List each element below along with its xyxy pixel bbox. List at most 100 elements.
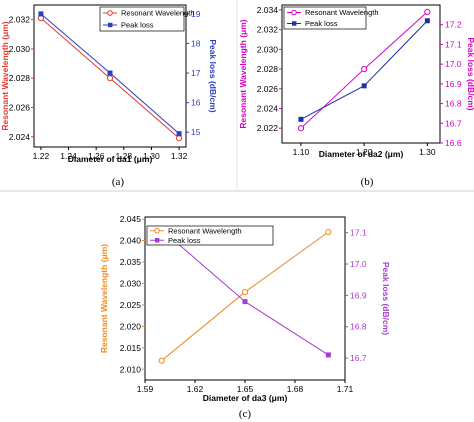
y-left-tick-label: 2.028: [9, 73, 31, 83]
x-tick-label: 1.59: [137, 384, 154, 394]
x-tick-label: 1.10: [293, 147, 310, 157]
data-point-circle: [297, 125, 305, 132]
legend-marker-square: [108, 22, 113, 28]
y-right-tick-label: 17.1: [445, 39, 462, 49]
x-tick-label: 1.28: [116, 151, 133, 161]
y-left-tick-label: 2.032: [9, 15, 31, 25]
y-right-tick-label: 16.9: [445, 79, 462, 89]
y-left-tick-label: 2.034: [257, 5, 279, 15]
y-right-tick-label: 16: [191, 98, 201, 108]
y-right-axis-label: Peak loss (dB/cm): [208, 39, 218, 112]
x-tick-label: 1.71: [337, 384, 354, 394]
data-point-square: [298, 116, 304, 122]
legend-marker-square: [155, 238, 160, 243]
legend-box: [283, 6, 367, 30]
x-tick-label: 1.30: [143, 151, 160, 161]
chart-panel-1: 1.10 1.20 1.30 2.022 2.024 2.026 2.028 2.030 2.0…: [238, 4, 474, 188]
data-point-circle: [175, 135, 183, 142]
data-point-square: [107, 70, 113, 76]
data-point-square: [325, 352, 331, 358]
data-point-square: [424, 18, 430, 24]
y-right-tick-label: 18: [191, 38, 201, 48]
y-left-tick-label: 2.010: [120, 364, 142, 374]
y-left-tick-label: 2.035: [120, 257, 142, 267]
y-left-tick-label: 2.032: [257, 25, 279, 35]
x-tick-label: 1.26: [88, 151, 105, 161]
y-left-axis-label: Resonant Wavelength (μm): [99, 244, 109, 353]
legend-label: Resonant Wavelength: [168, 226, 242, 235]
chart-panel-2: 1.59 1.62 1.65 1.68 1.71 2.010 2.015 2.020 2.025…: [99, 214, 391, 420]
data-point-circle: [158, 357, 165, 364]
x-axis-label: Diameter of da2 (μm): [319, 149, 404, 159]
y-left-tick-label: 2.028: [257, 64, 279, 74]
y-right-tick-label: 17: [191, 68, 201, 78]
legend-marker-circle: [154, 227, 160, 234]
x-axis-label: Diameter of da3 (μm): [203, 393, 288, 403]
panel-caption: (b): [361, 176, 374, 188]
legend-marker-circle: [107, 10, 113, 16]
y-right-tick-label: 19: [191, 9, 201, 19]
data-point-circle: [325, 228, 332, 236]
y-left-tick-label: 2.045: [120, 214, 142, 224]
y-left-tick-label: 2.026: [9, 102, 31, 112]
data-point-square: [38, 11, 44, 17]
x-tick-label: 1.65: [237, 384, 254, 394]
y-right-tick-label: 17.1: [350, 228, 367, 238]
y-left-tick-label: 2.022: [257, 123, 279, 133]
y-right-tick-label: 17.0: [445, 59, 462, 69]
legend-box: [146, 225, 274, 246]
x-tick-label: 1.30: [419, 147, 436, 157]
y-left-tick-label: 2.015: [120, 343, 142, 353]
plot-frame: [33, 4, 187, 148]
data-point-square: [242, 299, 248, 305]
y-left-tick-label: 2.025: [120, 300, 142, 310]
chart-panel-0: 1.22 1.24 1.26 1.28 1.30 1.32 2.024 2.026 2.028 2…: [0, 4, 218, 188]
plot-frame: [281, 4, 441, 144]
y-right-tick-label: 15: [191, 127, 201, 137]
data-point-circle: [241, 288, 249, 296]
legend-label: Resonant Wavelength: [121, 9, 195, 18]
y-right-tick-label: 16.7: [445, 118, 462, 128]
y-left-tick-label: 2.030: [9, 44, 31, 54]
y-left-tick-label: 2.024: [9, 132, 31, 142]
y-left-axis-label: Resonant Wavelength (μm): [0, 21, 10, 130]
y-right-axis-label: Peak loss (dB/cm): [466, 37, 474, 110]
data-point-circle: [361, 65, 368, 73]
y-right-tick-label: 16.8: [445, 99, 462, 109]
y-right-tick-label: 16.9: [350, 290, 367, 300]
data-point-square: [176, 131, 182, 137]
legend-marker-circle: [291, 9, 297, 16]
y-left-tick-label: 2.030: [257, 44, 279, 54]
legend-label: Peak loss: [168, 236, 201, 245]
x-tick-label: 1.20: [356, 147, 373, 157]
x-tick-label: 1.32: [171, 151, 188, 161]
y-left-tick-label: 2.024: [257, 104, 279, 114]
y-right-tick-label: 17.0: [350, 259, 367, 269]
legend-marker-square: [292, 21, 297, 26]
x-axis-label: Diameter of da1 (μm): [68, 154, 153, 164]
panel-caption: (c): [239, 408, 252, 420]
data-point-square: [361, 83, 367, 89]
data-point-circle: [424, 8, 431, 15]
data-point-circle: [106, 75, 114, 82]
y-left-tick-label: 2.030: [120, 278, 142, 288]
legend-label: Resonant Wavelength: [305, 8, 379, 17]
y-right-tick-label: 16.8: [350, 322, 367, 332]
x-tick-label: 1.68: [287, 384, 304, 394]
panel-caption: (a): [112, 176, 125, 188]
y-left-axis-label: Resonant Wavelength (μm): [238, 19, 248, 128]
legend-label: Peak loss: [121, 21, 154, 30]
legend-box: [99, 6, 185, 32]
y-right-tick-label: 17.2: [445, 20, 462, 30]
legend-label: Peak loss: [305, 19, 338, 28]
y-left-tick-label: 2.040: [120, 236, 142, 246]
y-left-tick-label: 2.020: [120, 321, 142, 331]
y-left-tick-label: 2.026: [257, 84, 279, 94]
x-tick-label: 1.22: [33, 151, 50, 161]
x-tick-label: 1.24: [60, 151, 77, 161]
y-right-tick-label: 16.7: [350, 353, 367, 363]
y-right-tick-label: 16.6: [445, 138, 462, 148]
y-right-axis-label: Peak loss (dB/cm): [381, 262, 391, 335]
x-tick-label: 1.62: [187, 384, 204, 394]
